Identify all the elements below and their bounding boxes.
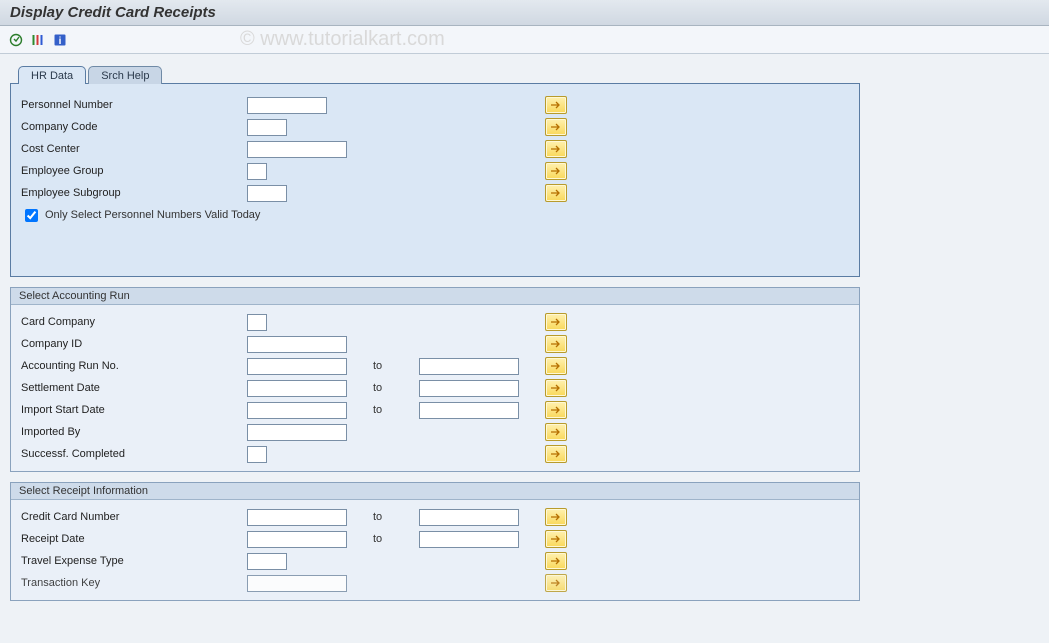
svg-text:i: i: [59, 36, 62, 47]
successf-completed-select-button[interactable]: [545, 445, 567, 463]
receipt-date-to-input[interactable]: [419, 531, 519, 548]
card-company-select-button[interactable]: [545, 313, 567, 331]
settlement-date-select-button[interactable]: [545, 379, 567, 397]
receipt-date-from-input[interactable]: [247, 531, 347, 548]
employee-group-label: Employee Group: [21, 165, 241, 177]
import-start-date-to-label: to: [373, 404, 413, 416]
settlement-date-to-label: to: [373, 382, 413, 394]
tab-srch-help[interactable]: Srch Help: [88, 66, 162, 84]
receipt-date-to-label: to: [373, 533, 413, 545]
successf-completed-input[interactable]: [247, 446, 267, 463]
settlement-date-label: Settlement Date: [21, 382, 241, 394]
transaction-key-input[interactable]: [247, 575, 347, 592]
receipt-date-label: Receipt Date: [21, 533, 241, 545]
personnel-number-label: Personnel Number: [21, 99, 241, 111]
employee-subgroup-select-button[interactable]: [545, 184, 567, 202]
accounting-group-title: Select Accounting Run: [11, 288, 859, 305]
page-title: Display Credit Card Receipts: [0, 0, 1049, 26]
credit-card-number-to-label: to: [373, 511, 413, 523]
transaction-key-label: Transaction Key: [21, 577, 241, 589]
company-id-input[interactable]: [247, 336, 347, 353]
transaction-key-select-button[interactable]: [545, 574, 567, 592]
cost-center-select-button[interactable]: [545, 140, 567, 158]
accounting-group: Select Accounting Run Card Company Compa…: [10, 287, 860, 472]
company-code-label: Company Code: [21, 121, 241, 133]
tab-hr-data[interactable]: HR Data: [18, 66, 86, 84]
info-icon[interactable]: i: [52, 32, 68, 48]
tab-strip: HR Data Srch Help: [0, 54, 1049, 84]
cost-center-input[interactable]: [247, 141, 347, 158]
accounting-run-no-select-button[interactable]: [545, 357, 567, 375]
accounting-run-no-to-label: to: [373, 360, 413, 372]
settlement-date-from-input[interactable]: [247, 380, 347, 397]
company-id-label: Company ID: [21, 338, 241, 350]
imported-by-label: Imported By: [21, 426, 241, 438]
receipt-group-title: Select Receipt Information: [11, 483, 859, 500]
credit-card-number-from-input[interactable]: [247, 509, 347, 526]
employee-group-input[interactable]: [247, 163, 267, 180]
watermark: © www.tutorialkart.com: [240, 28, 445, 51]
employee-subgroup-input[interactable]: [247, 185, 287, 202]
company-code-select-button[interactable]: [545, 118, 567, 136]
company-id-select-button[interactable]: [545, 335, 567, 353]
accounting-run-no-to-input[interactable]: [419, 358, 519, 375]
credit-card-number-to-input[interactable]: [419, 509, 519, 526]
import-start-date-to-input[interactable]: [419, 402, 519, 419]
variant-icon[interactable]: [30, 32, 46, 48]
receipt-group: Select Receipt Information Credit Card N…: [10, 482, 860, 601]
import-start-date-from-input[interactable]: [247, 402, 347, 419]
receipt-date-select-button[interactable]: [545, 530, 567, 548]
only-valid-today-label: Only Select Personnel Numbers Valid Toda…: [45, 209, 260, 221]
execute-icon[interactable]: [8, 32, 24, 48]
card-company-input[interactable]: [247, 314, 267, 331]
travel-expense-type-select-button[interactable]: [545, 552, 567, 570]
toolbar: i © www.tutorialkart.com: [0, 26, 1049, 54]
company-code-input[interactable]: [247, 119, 287, 136]
employee-subgroup-label: Employee Subgroup: [21, 187, 241, 199]
personnel-number-select-button[interactable]: [545, 96, 567, 114]
settlement-date-to-input[interactable]: [419, 380, 519, 397]
travel-expense-type-label: Travel Expense Type: [21, 555, 241, 567]
credit-card-number-label: Credit Card Number: [21, 511, 241, 523]
imported-by-input[interactable]: [247, 424, 347, 441]
successf-completed-label: Successf. Completed: [21, 448, 241, 460]
credit-card-number-select-button[interactable]: [545, 508, 567, 526]
hr-data-panel: Personnel Number Company Code Cost Cente…: [10, 83, 860, 277]
accounting-run-no-from-input[interactable]: [247, 358, 347, 375]
imported-by-select-button[interactable]: [545, 423, 567, 441]
import-start-date-label: Import Start Date: [21, 404, 241, 416]
import-start-date-select-button[interactable]: [545, 401, 567, 419]
card-company-label: Card Company: [21, 316, 241, 328]
travel-expense-type-input[interactable]: [247, 553, 287, 570]
personnel-number-input[interactable]: [247, 97, 327, 114]
cost-center-label: Cost Center: [21, 143, 241, 155]
employee-group-select-button[interactable]: [545, 162, 567, 180]
accounting-run-no-label: Accounting Run No.: [21, 360, 241, 372]
only-valid-today-checkbox[interactable]: [25, 209, 38, 222]
